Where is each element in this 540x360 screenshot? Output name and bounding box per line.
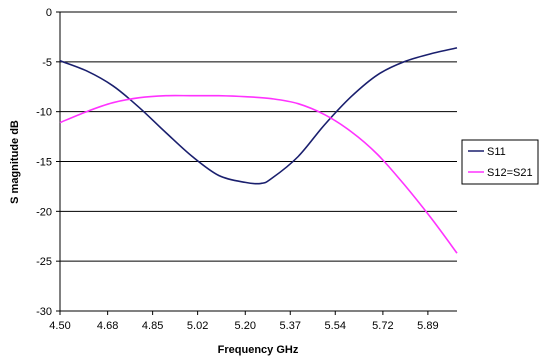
y-tick-label: -20 xyxy=(36,206,52,218)
series-line-s11 xyxy=(59,47,458,185)
grid xyxy=(60,11,457,262)
legend-label-s11: S11 xyxy=(487,146,506,158)
y-tick-label: -10 xyxy=(36,107,52,119)
axes xyxy=(56,11,457,315)
x-tick-label: 5.02 xyxy=(187,320,208,332)
y-tick-label: -5 xyxy=(42,57,52,69)
legend-box xyxy=(461,139,539,185)
x-tick-label: 5.37 xyxy=(280,320,301,332)
y-axis-title: S magnitude dB xyxy=(9,120,21,204)
y-tick-label: -30 xyxy=(36,306,52,318)
legend: S11 S12=S21 xyxy=(461,139,539,185)
x-tick-label: 4.50 xyxy=(49,320,70,332)
x-tick-label: 5.54 xyxy=(325,320,346,332)
y-tick-label: -25 xyxy=(36,256,52,268)
x-tick-label: 5.89 xyxy=(417,320,438,332)
x-tick-label: 4.85 xyxy=(142,320,163,332)
y-tick-label: 0 xyxy=(46,7,52,19)
y-tick-label: -15 xyxy=(36,157,52,169)
x-tick-label: 4.68 xyxy=(97,320,118,332)
tick-labels: 0 -5 -10 -15 -20 -25 -30 4.50 4.68 4.85 5.02 5.20 5.… xyxy=(36,7,439,332)
x-tick-label: 5.20 xyxy=(235,320,256,332)
legend-label-s12-s21: S12=S21 xyxy=(487,167,533,179)
series-group xyxy=(59,47,458,254)
series-line-s12-s21 xyxy=(59,94,458,254)
x-axis-title: Frequency GHz xyxy=(218,344,299,356)
x-tick-label: 5.72 xyxy=(372,320,393,332)
